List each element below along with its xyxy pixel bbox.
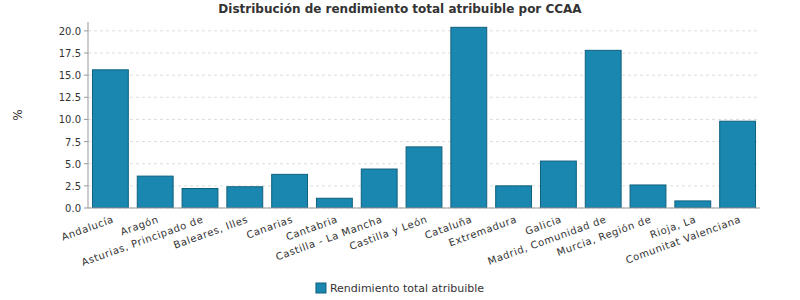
bar [316,198,352,208]
tick-mark [84,97,88,98]
tick-label: 0.0 [65,203,81,214]
tick-mark [84,75,88,76]
grid-line [88,97,760,98]
tick-mark [84,163,88,164]
category-label: Baleares, Illes [172,214,250,251]
grid-line [88,119,760,120]
tick-label: 20.0 [59,26,81,37]
bar [720,121,756,208]
grid-line [88,75,760,76]
bar [496,186,532,208]
bars [92,27,755,208]
tick-mark [84,185,88,186]
bar [182,189,218,208]
tick-label: 15.0 [59,70,81,81]
tick-mark [84,208,88,209]
tick-mark [84,141,88,142]
tick-label: 5.0 [65,159,81,170]
grid-line [88,30,760,31]
chart: Distribución de rendimiento total atribu… [0,0,800,300]
legend-swatch [316,283,326,293]
category-label: Comunitat Valenciana [624,214,742,266]
category-label: Castilla y León [348,214,429,252]
bar [137,176,173,208]
legend-label: Rendimiento total atribuible [330,282,484,295]
grid-line [88,53,760,54]
tick-label: 7.5 [65,137,81,148]
bar [406,147,442,208]
y-axis-line [88,22,89,208]
tick-mark [84,119,88,120]
tick-label: 10.0 [59,114,81,125]
bar [227,187,263,208]
bar [585,50,621,208]
category-label: Andalucía [60,214,115,243]
tick-label: 2.5 [65,181,81,192]
x-axis-line [88,208,760,209]
bar [361,169,397,208]
tick-mark [84,53,88,54]
bar [540,161,576,208]
grid-line [88,141,760,142]
tick-label: 17.5 [59,48,81,59]
bar [630,185,666,208]
title: Distribución de rendimiento total atribu… [218,2,582,16]
category-label: Extremadura [447,214,518,249]
tick-label: 12.5 [59,92,81,103]
bar [272,174,308,208]
bar [675,201,711,208]
bar [451,27,487,208]
tick-mark [84,30,88,31]
grid-line [88,208,760,209]
bar [92,70,128,208]
y-axis-label: % [11,109,25,120]
